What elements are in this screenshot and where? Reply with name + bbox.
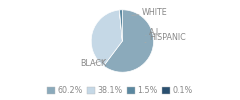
Wedge shape xyxy=(91,10,122,66)
Wedge shape xyxy=(119,10,122,41)
Text: A.I.: A.I. xyxy=(146,28,162,37)
Text: BLACK: BLACK xyxy=(80,59,106,68)
Text: WHITE: WHITE xyxy=(132,8,168,17)
Legend: 60.2%, 38.1%, 1.5%, 0.1%: 60.2%, 38.1%, 1.5%, 0.1% xyxy=(47,85,193,96)
Wedge shape xyxy=(120,10,122,41)
Text: HISPANIC: HISPANIC xyxy=(145,33,186,43)
Wedge shape xyxy=(104,10,154,72)
